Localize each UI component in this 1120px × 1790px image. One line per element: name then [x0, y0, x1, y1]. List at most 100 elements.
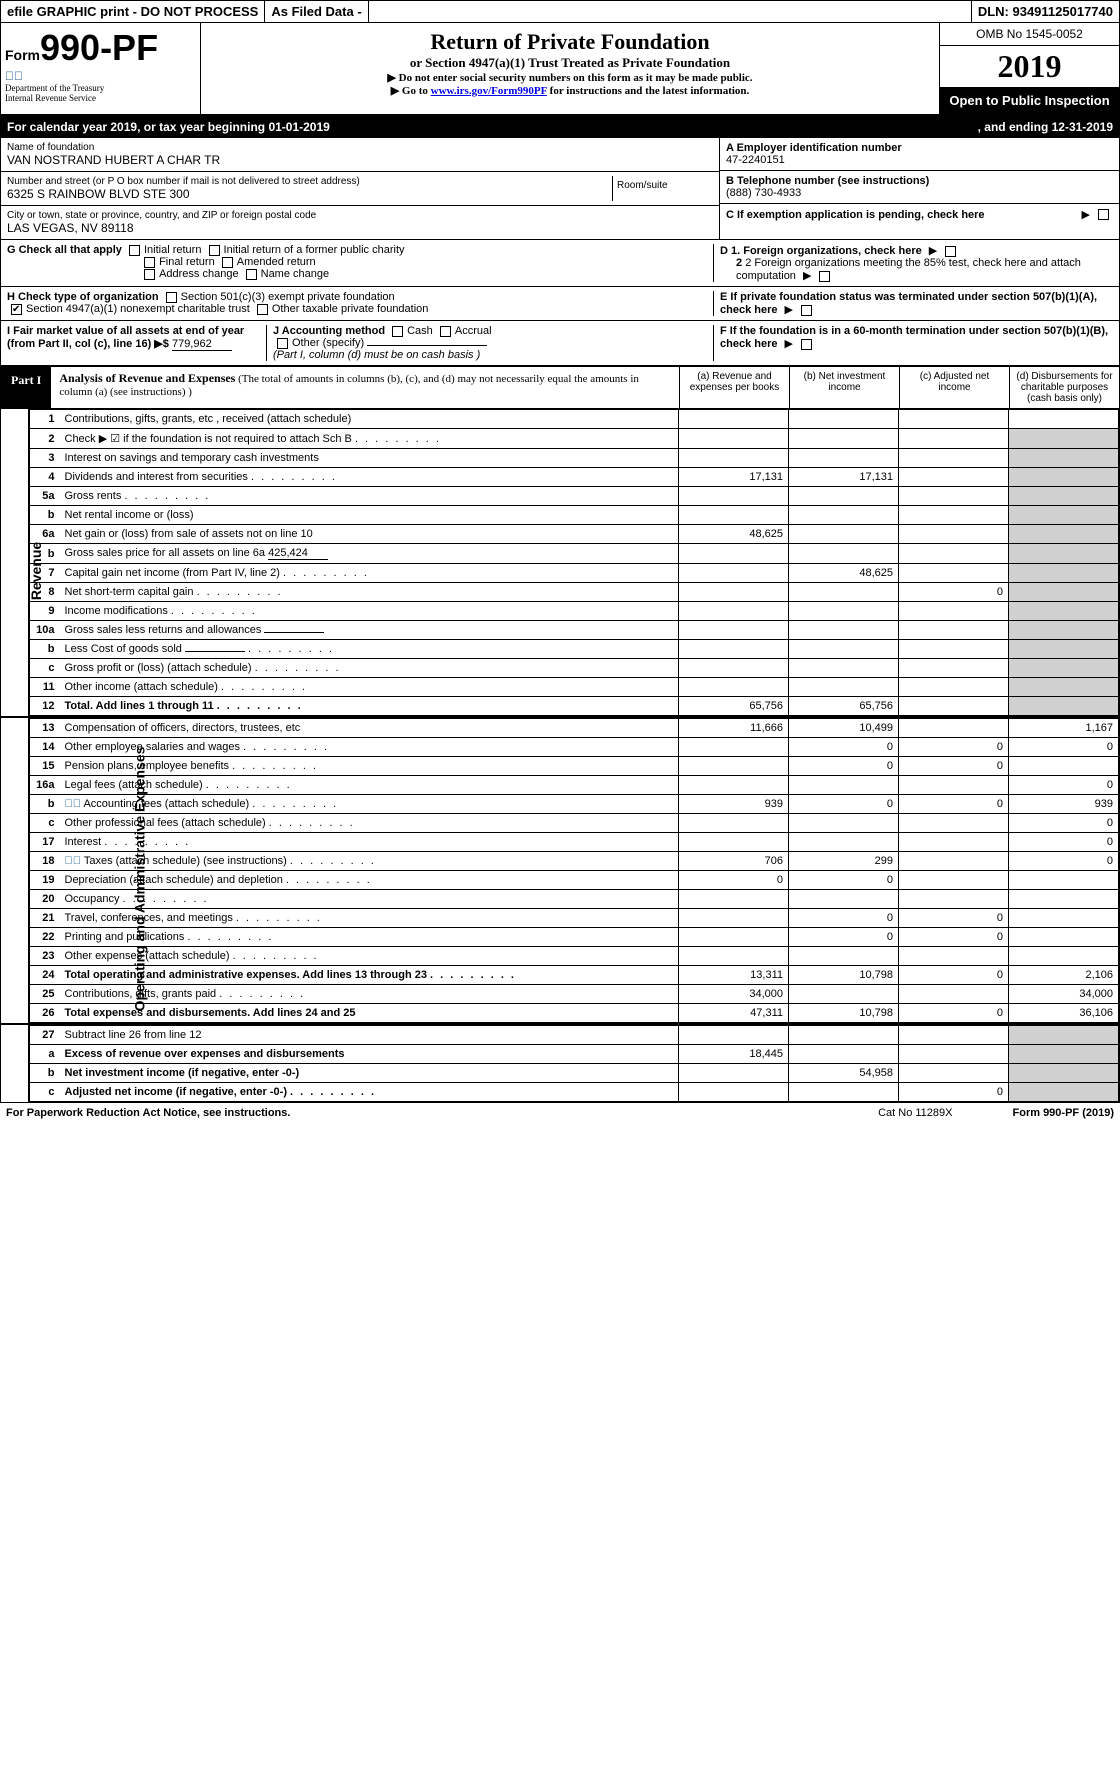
j-cash[interactable]: [392, 326, 403, 337]
table-row: 21Travel, conferences, and meetings 00: [30, 909, 1119, 928]
col-d-header: (d) Disbursements for charitable purpose…: [1009, 367, 1119, 408]
table-row: 19Depreciation (attach schedule) and dep…: [30, 871, 1119, 890]
e-label: E If private foundation status was termi…: [720, 291, 1097, 316]
c-label: C If exemption application is pending, c…: [726, 209, 1078, 221]
table-row: 20Occupancy: [30, 890, 1119, 909]
table-row: 10aGross sales less returns and allowanc…: [30, 621, 1119, 640]
fmv-value: 779,962: [172, 338, 232, 351]
table-row: cOther professional fees (attach schedul…: [30, 814, 1119, 833]
dept: Department of the Treasury: [5, 83, 196, 93]
form-container: efile GRAPHIC print - DO NOT PROCESS As …: [0, 0, 1120, 1103]
expenses-table: 13Compensation of officers, directors, t…: [29, 718, 1119, 1023]
form-ref: Form 990-PF (2019): [1013, 1107, 1115, 1119]
expenses-side-label: Operating and Administrative Expenses: [1, 718, 29, 1023]
table-row: 2Check ▶ ☑ if the foundation is not requ…: [30, 429, 1119, 449]
table-row: 17Interest 0: [30, 833, 1119, 852]
d2-checkbox[interactable]: [819, 271, 830, 282]
j-other[interactable]: [277, 338, 288, 349]
table-row: bNet investment income (if negative, ent…: [30, 1064, 1119, 1083]
efile-notice: efile GRAPHIC print - DO NOT PROCESS: [1, 1, 265, 22]
table-row: 23Other expenses (attach schedule): [30, 947, 1119, 966]
table-row: 6aNet gain or (loss) from sale of assets…: [30, 525, 1119, 544]
g-address-change[interactable]: [144, 269, 155, 280]
g-name-change[interactable]: [246, 269, 257, 280]
e-checkbox[interactable]: [801, 305, 812, 316]
g-final[interactable]: [144, 257, 155, 268]
table-row: 12Total. Add lines 1 through 11 65,75665…: [30, 697, 1119, 716]
note-1: ▶ Do not enter social security numbers o…: [207, 71, 933, 84]
col-b-header: (b) Net investment income: [789, 367, 899, 408]
irs: Internal Revenue Service: [5, 93, 196, 103]
g-amended[interactable]: [222, 257, 233, 268]
header: Form990-PF ✎⃝ Department of the Treasury…: [1, 23, 1119, 116]
ein-label: A Employer identification number: [726, 142, 1113, 154]
table-row: 9Income modifications: [30, 602, 1119, 621]
city-state-zip: LAS VEGAS, NV 89118: [7, 221, 713, 235]
calendar-year-row: For calendar year 2019, or tax year begi…: [1, 116, 1119, 138]
col-a-header: (a) Revenue and expenses per books: [679, 367, 789, 408]
form-prefix: Form: [5, 47, 40, 63]
telephone: (888) 730-4933: [726, 187, 1113, 199]
irs-link[interactable]: www.irs.gov/Form990PF: [431, 85, 547, 97]
table-row: 4Dividends and interest from securities …: [30, 468, 1119, 487]
col-c-header: (c) Adjusted net income: [899, 367, 1009, 408]
part1-label: Part I: [1, 367, 51, 408]
paperwork-notice: For Paperwork Reduction Act Notice, see …: [6, 1107, 290, 1119]
h-4947[interactable]: [11, 304, 22, 315]
f-checkbox[interactable]: [801, 339, 812, 350]
room-label: Room/suite: [613, 176, 713, 201]
city-label: City or town, state or province, country…: [7, 210, 713, 221]
table-row: 24Total operating and administrative exp…: [30, 966, 1119, 985]
c-checkbox[interactable]: [1098, 209, 1109, 220]
table-row: 11Other income (attach schedule): [30, 678, 1119, 697]
j-label: J Accounting method: [273, 325, 385, 337]
table-row: cAdjusted net income (if negative, enter…: [30, 1083, 1119, 1102]
top-bar: efile GRAPHIC print - DO NOT PROCESS As …: [1, 1, 1119, 23]
form-subtitle: or Section 4947(a)(1) Trust Treated as P…: [207, 55, 933, 71]
h-label: H Check type of organization: [7, 291, 159, 303]
revenue-side-label: Revenue: [1, 409, 29, 716]
j-accrual[interactable]: [440, 326, 451, 337]
g-label: G Check all that apply: [7, 244, 122, 256]
table-row: 1Contributions, gifts, grants, etc , rec…: [30, 410, 1119, 429]
h-501c3[interactable]: [166, 292, 177, 303]
tax-year: 2019: [940, 46, 1119, 87]
table-row: 5aGross rents: [30, 487, 1119, 506]
h-other-taxable[interactable]: [257, 304, 268, 315]
table-row: bNet rental income or (loss): [30, 506, 1119, 525]
dln: DLN: 93491125017740: [972, 1, 1119, 22]
net-table: 27Subtract line 26 from line 12aExcess o…: [29, 1025, 1119, 1102]
form-number: 990-PF: [40, 27, 158, 68]
as-filed: As Filed Data -: [265, 1, 368, 22]
table-row: bLess Cost of goods sold: [30, 640, 1119, 659]
j-note: (Part I, column (d) must be on cash basi…: [273, 349, 480, 361]
table-row: cGross profit or (loss) (attach schedule…: [30, 659, 1119, 678]
table-row: 26Total expenses and disbursements. Add …: [30, 1004, 1119, 1023]
footer: For Paperwork Reduction Act Notice, see …: [0, 1103, 1120, 1123]
g-initial-former[interactable]: [209, 245, 220, 256]
table-row: 22Printing and publications 00: [30, 928, 1119, 947]
g-initial-return[interactable]: [129, 245, 140, 256]
table-row: 8Net short-term capital gain 0: [30, 583, 1119, 602]
f-label: F If the foundation is in a 60-month ter…: [720, 325, 1108, 350]
info-block: Name of foundation VAN NOSTRAND HUBERT A…: [1, 138, 1119, 240]
table-row: 13Compensation of officers, directors, t…: [30, 719, 1119, 738]
omb: OMB No 1545-0052: [940, 23, 1119, 46]
d1-checkbox[interactable]: [945, 246, 956, 257]
foundation-name: VAN NOSTRAND HUBERT A CHAR TR: [7, 153, 713, 167]
revenue-table: 1Contributions, gifts, grants, etc , rec…: [29, 409, 1119, 716]
table-row: 14Other employee salaries and wages 000: [30, 738, 1119, 757]
address: 6325 S RAINBOW BLVD STE 300: [7, 187, 612, 201]
form-title: Return of Private Foundation: [207, 29, 933, 55]
addr-label: Number and street (or P O box number if …: [7, 176, 612, 187]
table-row: b✎⃝ Accounting fees (attach schedule) 93…: [30, 795, 1119, 814]
open-public: Open to Public Inspection: [940, 87, 1119, 114]
table-row: bGross sales price for all assets on lin…: [30, 544, 1119, 564]
table-row: 25Contributions, gifts, grants paid 34,0…: [30, 985, 1119, 1004]
table-row: 7Capital gain net income (from Part IV, …: [30, 564, 1119, 583]
arrow-icon: ▶: [1082, 208, 1090, 221]
table-row: 27Subtract line 26 from line 12: [30, 1026, 1119, 1045]
table-row: 15Pension plans, employee benefits 00: [30, 757, 1119, 776]
d1-label: D 1. Foreign organizations, check here: [720, 245, 922, 257]
cat-no: Cat No 11289X: [878, 1107, 952, 1119]
